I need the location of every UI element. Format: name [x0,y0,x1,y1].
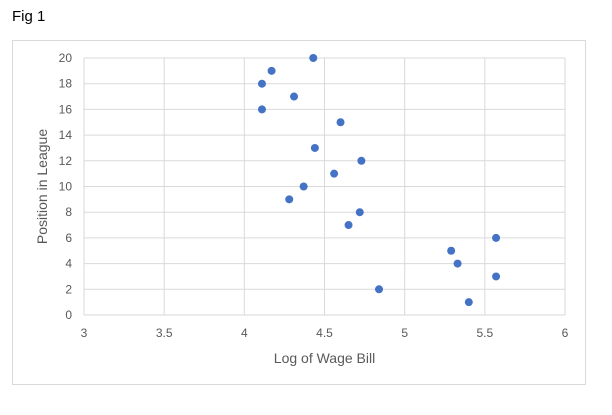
x-tick-label: 5 [401,326,408,340]
x-tick-label: 4 [241,326,248,340]
y-tick-label: 6 [65,231,72,245]
data-point [330,169,339,178]
y-axis-title: Position in League [34,129,50,244]
x-tick-label: 3 [81,326,88,340]
data-point [344,221,353,230]
x-tick-labels: 3 3.5 4 4.5 5 5.5 6 [81,326,569,340]
y-tick-labels: 0 2 4 6 8 10 12 14 16 18 20 [59,51,73,322]
y-tick-label: 2 [65,282,72,296]
y-tick-label: 14 [59,128,73,142]
y-tick-label: 10 [59,180,73,194]
y-tick-label: 18 [59,77,73,91]
data-point [257,79,266,88]
data-point [375,285,384,294]
data-point [299,182,308,191]
y-tick-label: 20 [59,51,73,65]
data-point [355,208,364,217]
data-point [357,156,366,165]
data-point [309,54,318,62]
y-tick-label: 16 [59,102,73,116]
data-point [257,105,266,114]
x-tick-label: 3.5 [156,326,173,340]
data-point [285,195,294,204]
y-tick-label: 0 [65,308,72,322]
data-point [492,272,501,281]
data-point [310,143,319,152]
gridlines [83,57,566,316]
figure-label: Fig 1 [12,8,46,25]
x-axis-title: Log of Wage Bill [274,350,375,366]
data-point [453,259,462,268]
y-tick-label: 4 [65,257,72,271]
y-tick-label: 8 [65,205,72,219]
data-point [290,92,299,101]
data-point [447,246,456,255]
data-points [257,54,501,307]
data-point [492,233,501,242]
data-point [267,66,276,75]
x-tick-label: 5.5 [476,326,493,340]
x-tick-label: 4.5 [316,326,333,340]
data-point [336,118,345,127]
data-point [464,298,473,307]
x-tick-label: 6 [562,326,569,340]
y-tick-label: 12 [59,154,73,168]
